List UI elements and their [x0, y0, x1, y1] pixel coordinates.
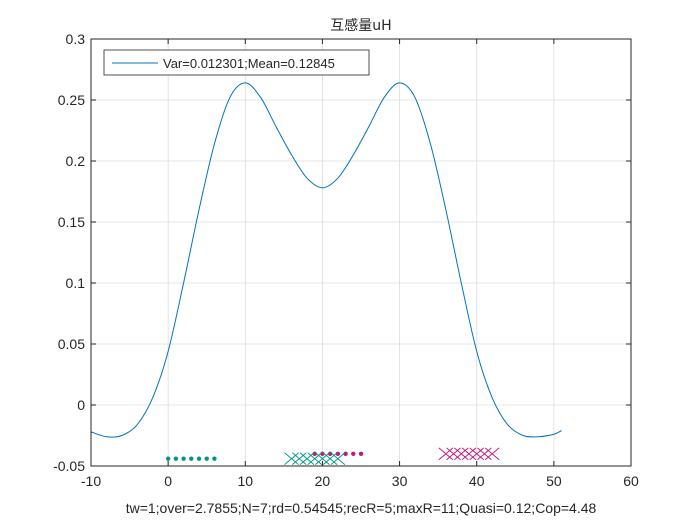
data-point-cross — [446, 447, 461, 461]
data-point-cross — [484, 447, 500, 461]
data-point-cross — [453, 447, 469, 461]
y-tick-label: -0.05 — [53, 458, 85, 474]
data-point-cross — [438, 447, 454, 461]
data-point-cross — [315, 452, 330, 465]
x-tick-label: 10 — [237, 473, 253, 489]
x-tick-label: -10 — [81, 473, 101, 489]
legend-label: Var=0.012301;Mean=0.12845 — [163, 56, 335, 71]
y-tick-label: 0.05 — [58, 336, 85, 352]
legend: Var=0.012301;Mean=0.12845 — [103, 49, 370, 76]
data-point-cross — [284, 452, 299, 465]
x-tick-label: 40 — [469, 473, 485, 489]
y-tick-label: 0.1 — [66, 275, 86, 291]
y-tick-label: 0.25 — [58, 92, 85, 108]
x-tick-label: 30 — [392, 473, 408, 489]
data-point-cross — [322, 452, 338, 465]
ticks: -10 0 10 20 30 40 50 60 -0.05 0 0.05 0.1 0.15 0.2 0.25… — [53, 31, 639, 489]
data-point-dot — [204, 456, 209, 461]
chart-title: 互感量uH — [330, 17, 391, 34]
grid — [91, 39, 631, 466]
plot-area — [90, 82, 562, 465]
series-line — [90, 82, 562, 438]
x-tick-label: 0 — [164, 473, 172, 489]
x-tick-label: 50 — [546, 473, 562, 489]
data-point-dot — [212, 456, 217, 461]
x-axis-label: tw=1;over=2.7855;N=7;rd=0.54545;recR=5;m… — [126, 500, 597, 516]
data-point-cross — [330, 452, 346, 465]
data-point-dot — [196, 456, 202, 461]
data-point-cross — [291, 452, 307, 465]
data-point-dot — [358, 451, 364, 456]
y-tick-label: 0.3 — [66, 31, 86, 47]
data-point-dot — [351, 451, 356, 456]
data-point-dot — [173, 456, 179, 461]
y-tick-label: 0.2 — [66, 153, 86, 169]
y-tick-label: 0.15 — [58, 214, 85, 230]
data-point-dot — [165, 456, 171, 461]
data-point-dot — [189, 456, 194, 461]
axes-box — [90, 38, 632, 467]
data-point-dot — [181, 456, 186, 461]
data-point-cross — [469, 447, 485, 461]
y-tick-label: 0 — [77, 397, 85, 413]
data-point-cross — [307, 452, 323, 465]
x-tick-label: 20 — [315, 473, 331, 489]
data-point-cross — [477, 447, 492, 461]
data-point-cross — [461, 447, 477, 461]
data-point-cross — [299, 452, 315, 465]
x-tick-label: 60 — [623, 473, 639, 489]
